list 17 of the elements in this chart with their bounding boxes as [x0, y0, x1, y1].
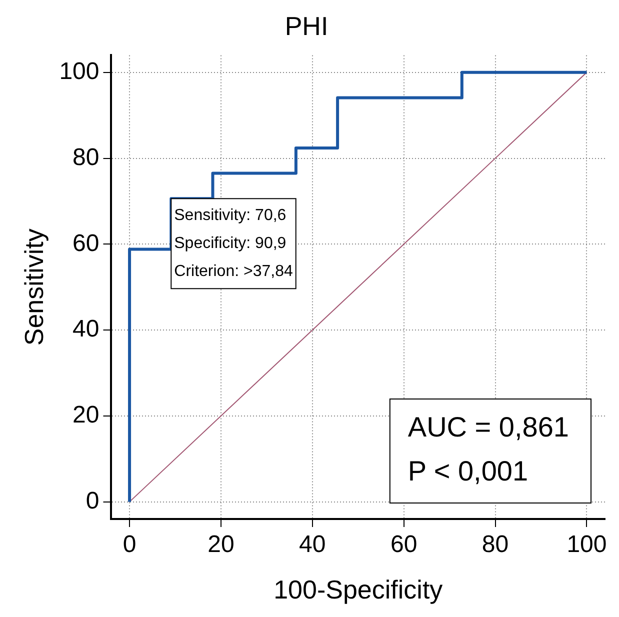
y-tick-label: 20	[72, 402, 100, 429]
x-tick-label: 60	[390, 531, 418, 558]
y-axis-title: Sensitivity	[18, 228, 49, 346]
y-tick-label: 0	[86, 487, 100, 514]
annotation: Sensitivity: 70,6 Specificity: 90,9 Criterion: >37,84	[174, 207, 293, 280]
y-tick-label: 80	[72, 144, 100, 171]
chart-title: PHI	[284, 10, 328, 41]
x-axis-title: 100-Specificity	[274, 574, 443, 605]
x-tick-label: 80	[482, 531, 509, 558]
x-tick-label: 0	[122, 531, 136, 558]
x-tick-label: 40	[299, 531, 326, 558]
x-tick-label: 100	[566, 531, 607, 558]
annotation: AUC = 0,861 P < 0,001	[408, 412, 570, 487]
y-tick-label: 40	[72, 316, 100, 343]
y-tick-label: 100	[59, 58, 100, 86]
x-tick-label: 20	[208, 531, 234, 558]
y-tick-label: 60	[72, 230, 100, 257]
